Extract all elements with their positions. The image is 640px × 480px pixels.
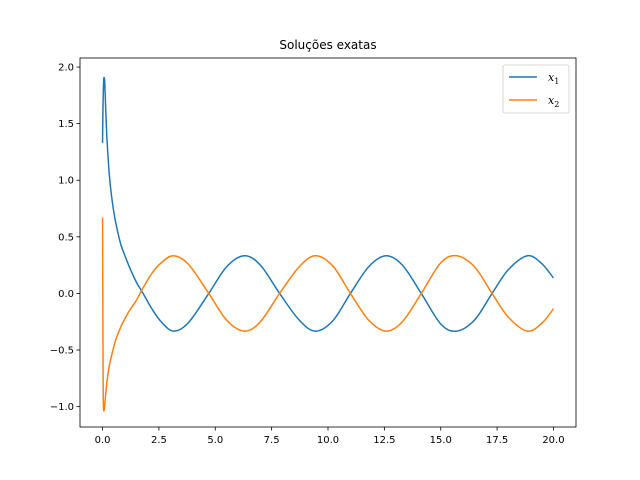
x-tick-label: 20.0: [542, 435, 564, 446]
x-tick-label: 2.5: [151, 435, 167, 446]
y-tick-label: 0.0: [58, 289, 74, 300]
legend-label-subscript: 2: [554, 100, 559, 109]
y-tick-label: 1.5: [58, 119, 74, 130]
legend-label-subscript: 1: [554, 77, 559, 86]
y-tick-label: 0.5: [58, 232, 74, 243]
legend-label-x2: x2: [548, 94, 559, 109]
x-tick-label: 12.5: [373, 435, 395, 446]
series-line-x2: [101, 217, 555, 412]
plot-area: 0.0 2.5 5.0 7.5 10.0 12.5 15.0 17.5 20.0−1.0−0.5…: [50, 63, 565, 446]
x-tick-label: 7.5: [264, 435, 280, 446]
chart-title: Soluções exatas: [279, 38, 376, 52]
x-tick-label: 10.0: [317, 435, 339, 446]
x-tick-label: 15.0: [430, 435, 452, 446]
x-tick-label: 17.5: [486, 435, 508, 446]
y-tick-label: 1.0: [58, 176, 74, 187]
legend-label-main: x: [548, 94, 555, 107]
legend-label-x1: x1: [548, 71, 559, 86]
axes-frame: [79, 57, 577, 428]
x-tick-label: 5.0: [207, 435, 223, 446]
y-tick-label: 2.0: [58, 63, 74, 74]
y-tick-label: −0.5: [50, 346, 74, 357]
y-tick-label: −1.0: [50, 402, 74, 413]
legend-label-main: x: [548, 71, 555, 84]
x-tick-label: 0.0: [95, 435, 111, 446]
